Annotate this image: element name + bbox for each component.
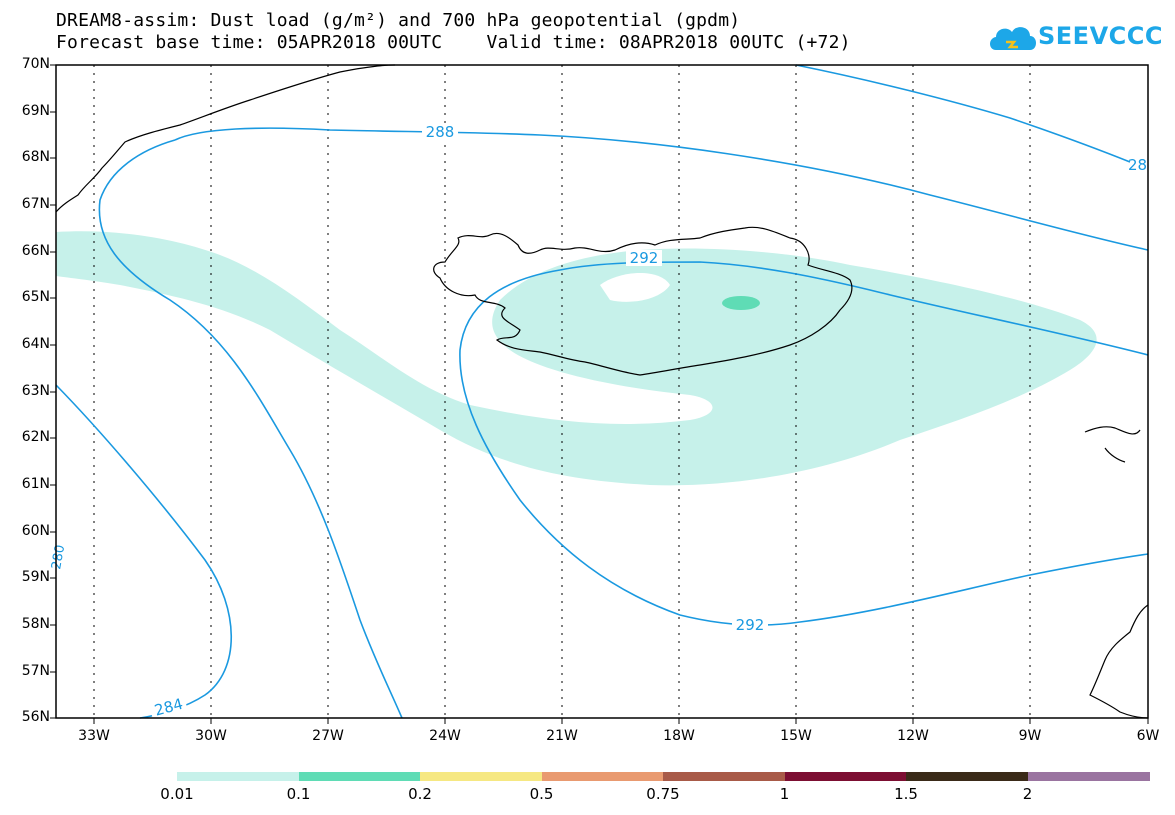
colorbar-segment <box>541 772 664 781</box>
lat-label: 58N <box>21 616 50 632</box>
colorbar-segment <box>906 772 1028 781</box>
dust-area-low <box>56 231 1097 486</box>
colorbar-segment <box>298 772 421 781</box>
lat-label: 67N <box>21 196 50 212</box>
contour-label-292-north: 292 <box>630 249 659 267</box>
forecast-time-line: Forecast base time: 05APR2018 00UTC Vali… <box>56 32 851 53</box>
contour-label-288: 288 <box>426 123 455 141</box>
lat-label: 57N <box>21 663 50 679</box>
logo-text: SEEVCCC <box>1038 22 1163 50</box>
lat-label: 62N <box>21 429 50 445</box>
faroe-coast <box>1084 426 1141 463</box>
lat-label: 61N <box>21 476 50 492</box>
lon-label: 24W <box>429 728 461 744</box>
colorbar-segment <box>784 772 907 781</box>
lon-label: 9W <box>1018 728 1042 744</box>
colorbar-segment <box>663 772 785 781</box>
colorbar-label: 1 <box>779 785 790 803</box>
lat-label: 66N <box>21 243 50 259</box>
lon-label: 18W <box>663 728 695 744</box>
colorbar-label: 2 <box>1022 785 1033 803</box>
lon-label: 12W <box>897 728 929 744</box>
dust-area-mid <box>722 296 760 310</box>
scotland-coast <box>1089 604 1149 719</box>
lat-label: 63N <box>21 383 50 399</box>
colorbar-label: 0.1 <box>286 785 311 803</box>
lon-label: 15W <box>780 728 812 744</box>
colorbar-label: 0.5 <box>529 785 554 803</box>
contour-label-292-south: 292 <box>736 616 765 634</box>
iceland-coast <box>433 226 853 376</box>
lat-label: 65N <box>21 289 50 305</box>
colorbar-label: 1.5 <box>894 785 918 803</box>
coastlines <box>55 64 1149 719</box>
colorbar-label: 0.2 <box>408 785 432 803</box>
colorbar-label: 0.75 <box>646 785 680 803</box>
greenland-coast <box>55 64 396 213</box>
lat-label: 70N <box>21 56 50 72</box>
lat-label: 69N <box>21 103 50 119</box>
grid-lines <box>93 65 1031 718</box>
lon-label: 30W <box>195 728 227 744</box>
contour-label-28-partial: 28 <box>1128 156 1147 174</box>
lon-label: 33W <box>78 728 110 744</box>
colorbar-segment <box>1027 772 1150 781</box>
colorbar-segment <box>420 772 542 781</box>
lon-label: 21W <box>546 728 578 744</box>
colorbar-segment <box>177 772 299 781</box>
map-title: DREAM8-assim: Dust load (g/m²) and 700 h… <box>56 10 741 31</box>
lat-label: 59N <box>21 569 50 585</box>
contour-label-280-partial: 280 <box>49 544 68 571</box>
lat-label: 56N <box>21 709 50 725</box>
lon-label: 27W <box>312 728 344 744</box>
lat-label: 60N <box>21 523 50 539</box>
contour-label-284: 284 <box>153 695 185 720</box>
lat-label: 68N <box>21 149 50 165</box>
lat-label: 64N <box>21 336 50 352</box>
colorbar-label: 0.01 <box>160 785 194 803</box>
dust-gap <box>600 272 670 302</box>
cloud-logo-icon <box>990 27 1036 50</box>
lon-label: 6W <box>1136 728 1160 744</box>
